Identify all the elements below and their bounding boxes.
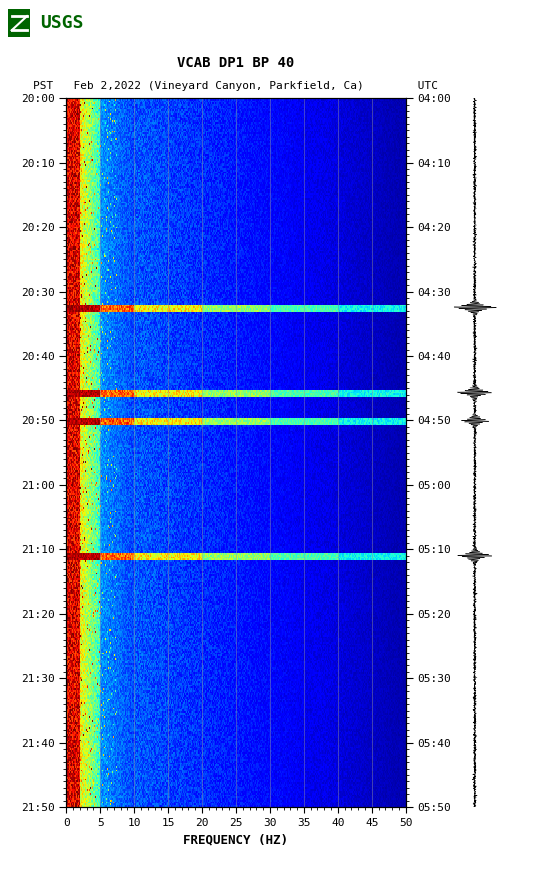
Text: PST   Feb 2,2022 (Vineyard Canyon, Parkfield, Ca)        UTC: PST Feb 2,2022 (Vineyard Canyon, Parkfie…	[34, 81, 438, 91]
X-axis label: FREQUENCY (HZ): FREQUENCY (HZ)	[183, 833, 289, 847]
Text: VCAB DP1 BP 40: VCAB DP1 BP 40	[177, 55, 295, 70]
Text: USGS: USGS	[40, 14, 83, 32]
